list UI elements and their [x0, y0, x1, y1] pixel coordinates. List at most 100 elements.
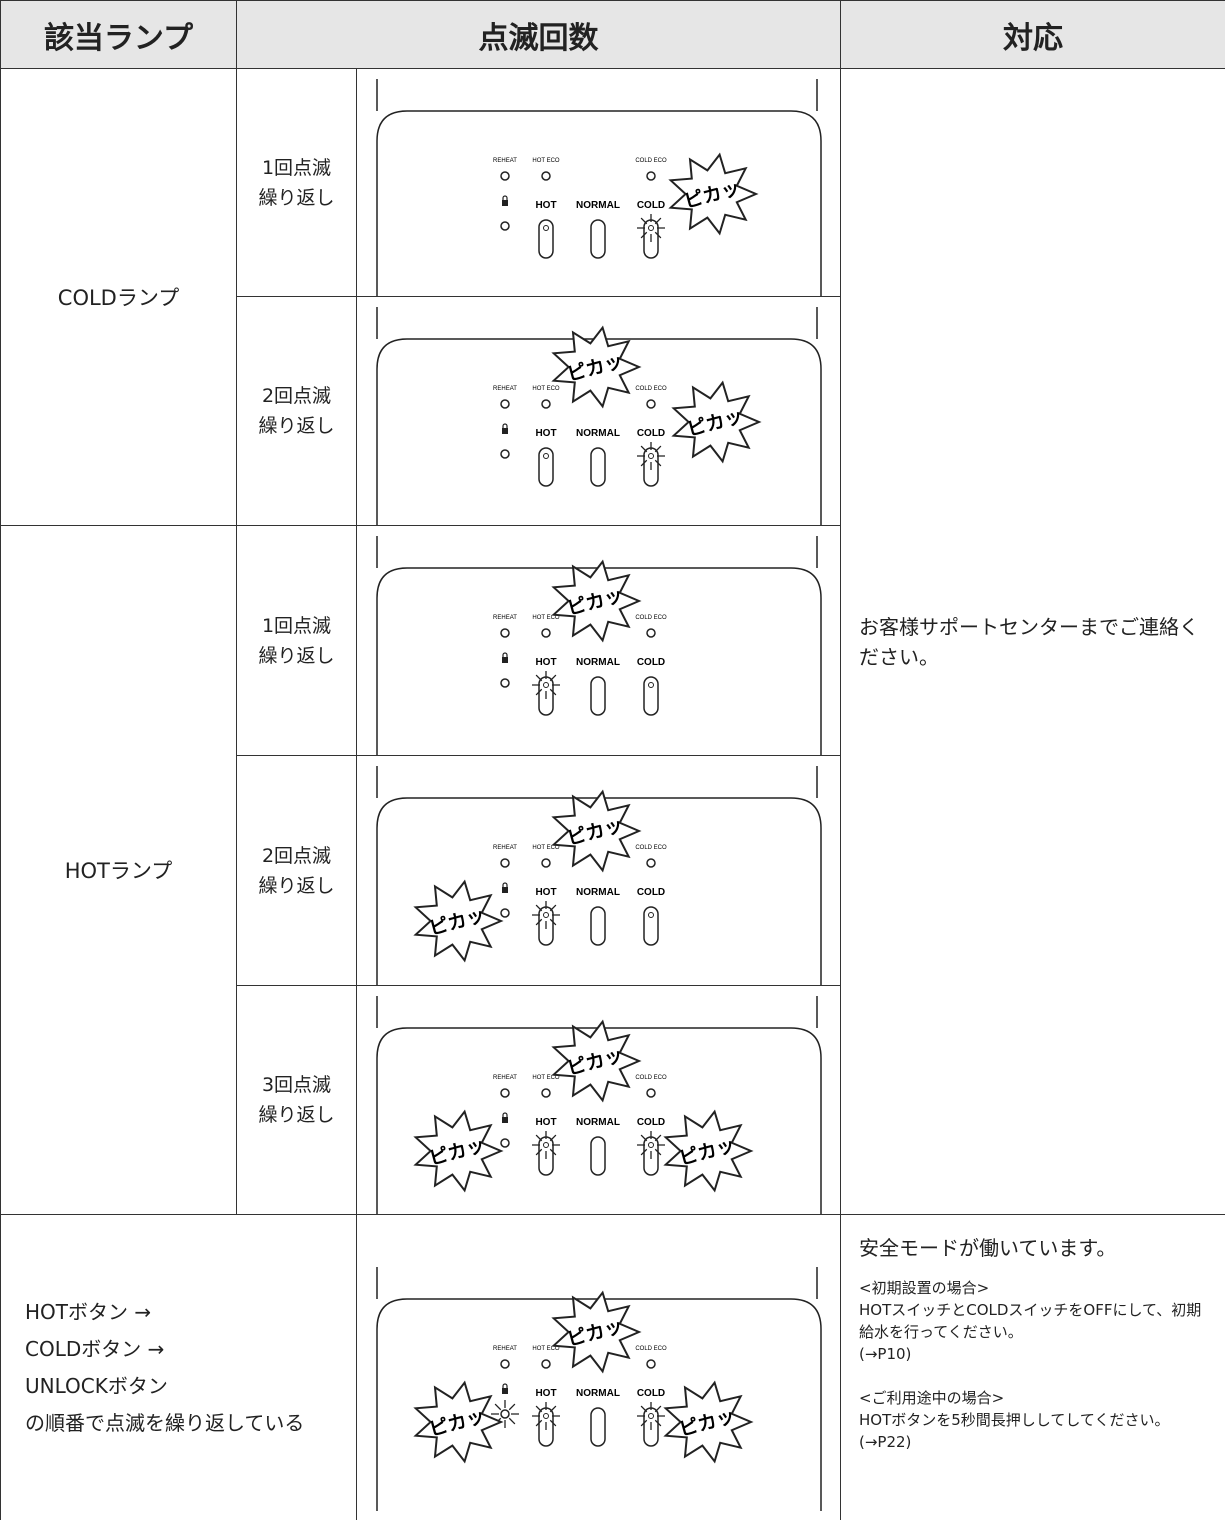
note-heading: <初期設置の場合> [859, 1279, 990, 1297]
header-cell: 対応 [841, 1, 1225, 69]
lamp-label: REHEAT [493, 845, 517, 851]
flash-burst [551, 325, 642, 409]
header-action: 対応 [1003, 20, 1063, 56]
switch [538, 447, 554, 487]
lamp-name: HOTランプ [64, 859, 173, 883]
panel-cell: REHEAT HOT ECO COLD ECO HOT NORMAL COLD ピカッ ピカッ… [357, 986, 841, 1215]
condition-cell: HOTボタン → COLDボタン → UNLOCKボタン の順番で点滅を繰り返し… [1, 1215, 357, 1520]
lamp [500, 221, 510, 231]
lamp-label: HOT ECO [532, 158, 560, 164]
switch-lamp [543, 453, 549, 459]
lamp [541, 171, 551, 181]
flash-burst [663, 1109, 754, 1193]
lamp [541, 1359, 551, 1369]
blink-rays [637, 214, 665, 242]
button-label: COLD [637, 1117, 665, 1128]
button-label: HOT [535, 200, 556, 211]
lamp [541, 628, 551, 638]
lamp [500, 399, 510, 409]
button-label: HOT [535, 887, 556, 898]
switch [590, 1407, 606, 1447]
note-ref: (→P10) [859, 1345, 912, 1363]
lamp-label: REHEAT [493, 386, 517, 392]
count-line: 繰り返し [258, 415, 335, 437]
lamp [500, 908, 510, 918]
panel-outline [376, 79, 822, 296]
blink-rays [637, 1402, 665, 1430]
lamp [500, 678, 510, 688]
panel-cell: REHEAT HOT ECO COLD ECO HOT NORMAL COLD ピカッ [357, 526, 841, 756]
count-cell: 2回点滅 繰り返し [237, 297, 357, 526]
blink-rays [637, 442, 665, 470]
switch [590, 219, 606, 259]
condition-line: HOTボタン → [25, 1299, 152, 1324]
lock-icon [502, 882, 508, 888]
switch [643, 676, 659, 716]
button-label: COLD [637, 200, 665, 211]
button-label: NORMAL [576, 1388, 620, 1399]
lamp [646, 399, 656, 409]
lamp [541, 1088, 551, 1098]
lock-icon [502, 428, 508, 434]
lock-icon [502, 1383, 508, 1389]
lamp [541, 399, 551, 409]
button-label: HOT [535, 657, 556, 668]
switch-lamp [543, 912, 549, 918]
header-lamp: 該当ランプ [43, 20, 194, 56]
note-heading: <ご利用途中の場合> [859, 1389, 1005, 1407]
switch [590, 906, 606, 946]
header-cell: 該当ランプ [1, 1, 237, 69]
lamp-label: REHEAT [493, 158, 517, 164]
header-cell: 点滅回数 [237, 1, 841, 69]
switch [590, 1136, 606, 1176]
count-line: 1回点滅 [261, 614, 332, 637]
switch-lamp [648, 912, 654, 918]
switch [590, 447, 606, 487]
button-label: NORMAL [576, 200, 620, 211]
lamp [646, 171, 656, 181]
count-cell: 1回点滅 繰り返し [237, 526, 357, 756]
flash-burst [551, 789, 642, 873]
lamp-label: COLD ECO [635, 1346, 667, 1352]
safe-title: 安全モードが働いています。 [859, 1236, 1117, 1260]
condition-line: UNLOCKボタン [25, 1373, 168, 1398]
lamp [541, 858, 551, 868]
flash-burst [413, 879, 504, 963]
action-cell: 安全モードが働いています。 <初期設置の場合> HOTスイッチとCOLDスイッチ… [841, 1215, 1225, 1520]
lamp-cell: HOTランプ [1, 526, 237, 1215]
switch-lamp [648, 1413, 654, 1419]
switch [590, 676, 606, 716]
lamp-label: HOT ECO [532, 386, 560, 392]
panel-cell: REHEAT HOT ECO COLD ECO HOT NORMAL COLD ピカッ ピカッ… [357, 1215, 841, 1520]
flash-burst [551, 559, 642, 643]
condition-line: COLDボタン → [25, 1336, 165, 1361]
action-cell: お客様サポートセンターまでご連絡ください。 [841, 69, 1225, 1215]
note-text: HOTスイッチとCOLDスイッチをOFFにして、初期給水を行ってください。 [859, 1301, 1202, 1341]
switch [643, 906, 659, 946]
lamp-label: REHEAT [493, 1346, 517, 1352]
switch-lamp [543, 225, 549, 231]
lamp [500, 858, 510, 868]
lamp [646, 858, 656, 868]
lamp [500, 1359, 510, 1369]
note: <初期設置の場合> HOTスイッチとCOLDスイッチをOFFにして、初期給水を行… [859, 1277, 1207, 1365]
lock-icon [502, 652, 508, 658]
lock-icon [502, 423, 508, 429]
lock-icon [502, 195, 508, 201]
lamp [500, 1088, 510, 1098]
button-label: COLD [637, 428, 665, 439]
button-label: NORMAL [576, 887, 620, 898]
flash-burst [671, 380, 762, 464]
lock-icon [502, 1117, 508, 1123]
lock-icon [502, 657, 508, 663]
count-line: 2回点滅 [261, 844, 332, 867]
lock-icon [502, 1388, 508, 1394]
count-cell: 2回点滅 繰り返し [237, 756, 357, 986]
lock-icon [502, 200, 508, 206]
switch-lamp [648, 225, 654, 231]
lamp [500, 171, 510, 181]
lamp-name: COLDランプ [57, 286, 180, 310]
